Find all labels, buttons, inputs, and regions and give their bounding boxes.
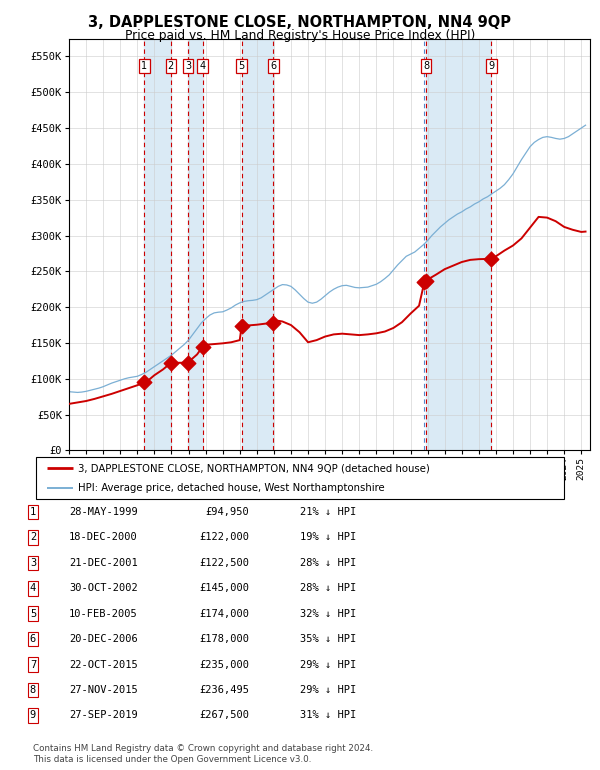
Text: 6: 6 [271,61,277,71]
Text: 30-OCT-2002: 30-OCT-2002 [69,584,138,593]
Text: £174,000: £174,000 [199,609,249,618]
Text: £94,950: £94,950 [205,507,249,517]
Text: 4: 4 [200,61,206,71]
Text: Price paid vs. HM Land Registry's House Price Index (HPI): Price paid vs. HM Land Registry's House … [125,29,475,42]
Bar [242,38,274,450]
Text: 1: 1 [141,61,148,71]
Text: £178,000: £178,000 [199,634,249,644]
Text: £236,495: £236,495 [199,685,249,695]
Point [198,340,208,353]
Text: This data is licensed under the Open Government Licence v3.0.: This data is licensed under the Open Gov… [33,755,311,764]
Point [421,275,431,287]
Text: 3, DAPPLESTONE CLOSE, NORTHAMPTON, NN4 9QP (detached house): 3, DAPPLESTONE CLOSE, NORTHAMPTON, NN4 9… [78,463,430,473]
Text: 7: 7 [30,660,36,669]
Text: 2: 2 [167,61,174,71]
Text: 35% ↓ HPI: 35% ↓ HPI [300,634,356,644]
Text: 10-FEB-2005: 10-FEB-2005 [69,609,138,618]
Text: 3: 3 [185,61,191,71]
Text: 5: 5 [239,61,245,71]
Text: £145,000: £145,000 [199,584,249,593]
Text: 8: 8 [30,685,36,695]
Point [183,357,193,369]
Text: £235,000: £235,000 [199,660,249,669]
Text: 22-OCT-2015: 22-OCT-2015 [69,660,138,669]
Text: 21-DEC-2001: 21-DEC-2001 [69,558,138,567]
Point [140,377,149,389]
Text: 8: 8 [423,61,429,71]
Text: 29% ↓ HPI: 29% ↓ HPI [300,660,356,669]
Point [419,276,429,288]
Bar [188,38,203,450]
Bar [145,38,171,450]
Text: 21% ↓ HPI: 21% ↓ HPI [300,507,356,517]
Text: HPI: Average price, detached house, West Northamptonshire: HPI: Average price, detached house, West… [78,483,385,493]
Text: 5: 5 [30,609,36,618]
Text: 1: 1 [30,507,36,517]
Point [237,320,247,332]
FancyBboxPatch shape [36,457,564,499]
Text: £267,500: £267,500 [199,711,249,720]
Text: 19% ↓ HPI: 19% ↓ HPI [300,533,356,542]
Point [269,316,278,329]
Text: 18-DEC-2000: 18-DEC-2000 [69,533,138,542]
Text: 6: 6 [30,634,36,644]
Text: 20-DEC-2006: 20-DEC-2006 [69,634,138,644]
Text: £122,500: £122,500 [199,558,249,567]
Text: 9: 9 [30,711,36,720]
Text: 28% ↓ HPI: 28% ↓ HPI [300,558,356,567]
Point [166,357,176,369]
Text: 3, DAPPLESTONE CLOSE, NORTHAMPTON, NN4 9QP: 3, DAPPLESTONE CLOSE, NORTHAMPTON, NN4 9… [89,15,511,30]
Text: 3: 3 [30,558,36,567]
Text: 32% ↓ HPI: 32% ↓ HPI [300,609,356,618]
Bar [426,38,491,450]
Text: 28% ↓ HPI: 28% ↓ HPI [300,584,356,593]
Text: 27-SEP-2019: 27-SEP-2019 [69,711,138,720]
Text: 28-MAY-1999: 28-MAY-1999 [69,507,138,517]
Text: 27-NOV-2015: 27-NOV-2015 [69,685,138,695]
Text: 31% ↓ HPI: 31% ↓ HPI [300,711,356,720]
Point [487,253,496,265]
Text: 29% ↓ HPI: 29% ↓ HPI [300,685,356,695]
Text: 2: 2 [30,533,36,542]
Text: 4: 4 [30,584,36,593]
Text: Contains HM Land Registry data © Crown copyright and database right 2024.: Contains HM Land Registry data © Crown c… [33,744,373,753]
Text: £122,000: £122,000 [199,533,249,542]
Text: 9: 9 [488,61,494,71]
